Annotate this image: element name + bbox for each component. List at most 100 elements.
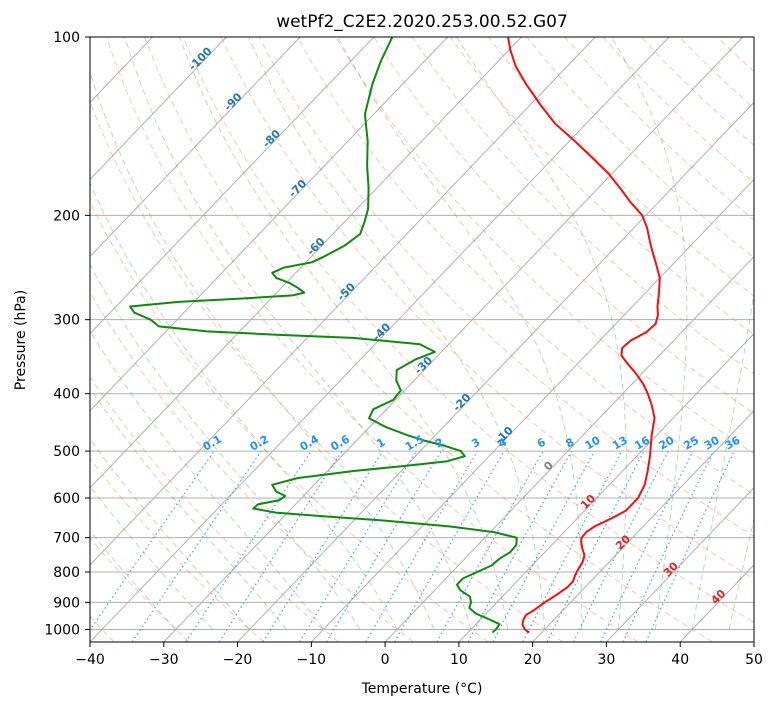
x-tick-label: −30 (149, 652, 179, 668)
moist-adiabat-line (766, 37, 775, 629)
mixing-ratio-line (131, 450, 262, 642)
mixing-ratio-label: 3 (469, 436, 482, 451)
dry-adiabat-label: 20 (613, 532, 633, 552)
y-axis: 1000 900 800 700 600 500 400 300 200 100 (44, 30, 90, 638)
mixing-ratio-line (467, 450, 573, 642)
mixing-ratio-line (218, 450, 343, 642)
isotherm-line (90, 37, 449, 412)
profile-lines (129, 37, 661, 634)
moist-adiabat-line (179, 37, 509, 630)
mixing-ratio-label: 25 (681, 434, 701, 453)
mixing-ratio-line (600, 450, 694, 642)
isotherm-line (532, 409, 754, 642)
x-tick-label: −20 (223, 652, 253, 668)
chart-title: wetPf2_C2E2.2020.253.00.52.G07 (276, 12, 568, 32)
dry-adiabat-label: -50 (335, 280, 358, 303)
isotherm-line (384, 255, 754, 642)
moist-adiabat-line (90, 181, 398, 630)
dry-adiabat-line (335, 37, 754, 455)
y-tick-label: 900 (53, 595, 80, 611)
mixing-ratio-line (622, 450, 715, 642)
dry-adiabat-label: -100 (186, 44, 215, 73)
mixing-ratio-line (325, 450, 442, 642)
y-tick-label: 800 (53, 565, 80, 581)
dry-adiabat-line (258, 37, 754, 538)
dry-adiabat-line (90, 291, 414, 642)
dry-adiabat-line (564, 37, 754, 221)
moist-adiabat-line (90, 329, 324, 630)
dry-adiabat-label: 30 (661, 559, 681, 579)
mixing-ratio-label: 30 (702, 433, 722, 452)
mixing-ratio-line (572, 450, 669, 642)
y-tick-label: 700 (53, 531, 80, 547)
y-tick-label: 1000 (44, 622, 80, 638)
dry-adiabat-line (756, 37, 775, 642)
isotherm-line (90, 37, 227, 181)
isotherm-line (0, 37, 79, 642)
dry-adiabat-label: 10 (578, 492, 598, 512)
dewpoint-line (129, 37, 518, 634)
y-tick-label: 400 (53, 387, 80, 403)
moist-adiabat-line (455, 37, 627, 630)
dry-adiabat-line (144, 37, 713, 642)
dry-adiabat-line (182, 37, 754, 623)
dry-adiabat-label: -80 (260, 127, 283, 150)
x-tick-label: −10 (297, 652, 327, 668)
dry-adiabat-label: -90 (221, 90, 244, 113)
isotherm-line (90, 37, 522, 489)
isotherm-line (237, 101, 754, 642)
dry-adiabat-line (90, 376, 339, 642)
mixing-ratio-label: 10 (583, 433, 603, 452)
y-axis-title: Pressure (hPa) (13, 290, 29, 390)
moist-adiabat-line (90, 387, 287, 630)
mixing-ratio-line (492, 450, 595, 642)
temperature-line (507, 37, 661, 634)
y-tick-label: 500 (53, 444, 80, 460)
x-tick-label: 50 (745, 652, 763, 668)
isotherm-line (606, 487, 754, 642)
dry-adiabat-label: 40 (708, 587, 728, 607)
x-axis-title: Temperature (°C) (361, 681, 483, 697)
moist-adiabat-line (90, 263, 361, 630)
dry-adiabat-line (220, 37, 754, 580)
moist-adiabat-line (90, 69, 435, 630)
dry-adiabat-label: -20 (450, 391, 473, 414)
isotherm-line (310, 178, 754, 642)
moist-adiabat-line (337, 37, 583, 630)
dry-adiabat-line (526, 37, 754, 259)
moist-adiabat-line (90, 485, 214, 630)
moist-adiabat-line (248, 37, 546, 630)
moist-adiabat-line (610, 37, 688, 630)
x-tick-label: 10 (450, 652, 468, 668)
isotherm-line (753, 641, 754, 642)
moist-adiabat-line (124, 37, 472, 630)
mixing-ratio-label: 0.6 (329, 432, 353, 453)
isotherm-line (90, 37, 596, 566)
dry-adiabat-line (411, 37, 754, 375)
moist-adiabat-line (691, 290, 754, 630)
mixing-ratio-line (365, 450, 479, 642)
mixing-ratio-label: 20 (657, 433, 677, 452)
x-tick-label: −40 (75, 652, 105, 668)
dry-adiabat-line (90, 457, 265, 642)
x-axis: −40 −30 −20 −10 0 10 20 30 40 50 (75, 642, 763, 668)
mixing-ratio-line (546, 450, 645, 642)
dry-adiabat-line (297, 37, 754, 496)
x-tick-label: 40 (671, 652, 689, 668)
mixing-ratio-label: 0.4 (298, 432, 322, 453)
y-tick-label: 600 (53, 491, 80, 507)
mixing-ratio-label: 16 (632, 433, 652, 452)
mixing-ratio-line (299, 450, 418, 642)
dry-adiabat-line (602, 37, 754, 184)
y-tick-label: 100 (53, 30, 80, 46)
dry-adiabat-label: -70 (286, 177, 309, 200)
isotherm-line (90, 37, 375, 335)
moist-adiabat-line (90, 438, 250, 630)
dry-adiabat-line (90, 200, 489, 642)
background-lines (0, 37, 775, 642)
x-tick-label: 30 (598, 652, 616, 668)
isotherm-line (458, 332, 754, 642)
mixing-ratio-label: 6 (535, 435, 548, 450)
isotherm-line (90, 37, 301, 258)
